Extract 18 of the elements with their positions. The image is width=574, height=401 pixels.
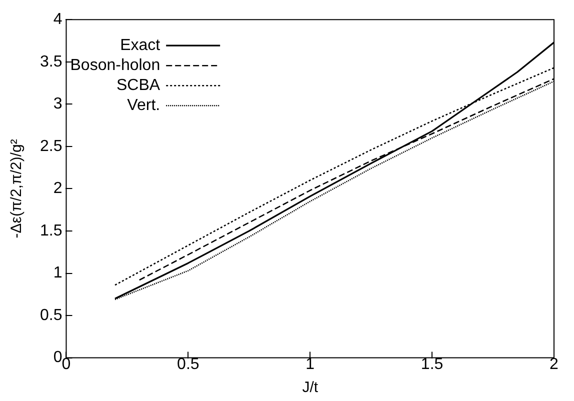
y-tick-label: 4 [53, 11, 62, 28]
y-tick-label: 1 [53, 264, 62, 282]
legend-label: SCBA [116, 77, 160, 94]
x-tick-label: 0.5 [177, 356, 200, 373]
y-tick-label: 3 [53, 96, 62, 113]
legend-label: Exact [120, 37, 161, 54]
legend-label: Boson-holon [70, 57, 160, 74]
y-axis-title: -Δε(π/2,π/2)/g² [8, 139, 26, 238]
x-axis-title: J/t [302, 379, 319, 396]
y-tick-label: 3.5 [40, 53, 62, 70]
x-tick-label: 1 [306, 356, 315, 373]
y-tick-label: 2.5 [40, 138, 62, 155]
x-tick-label: 1.5 [420, 356, 444, 373]
legend-label: Vert. [127, 97, 160, 114]
y-tick-label: 0.5 [40, 306, 62, 324]
y-tick-label: 1.5 [40, 222, 62, 240]
x-tick-label: 2 [550, 356, 559, 373]
y-tick-label: 2 [53, 180, 62, 198]
